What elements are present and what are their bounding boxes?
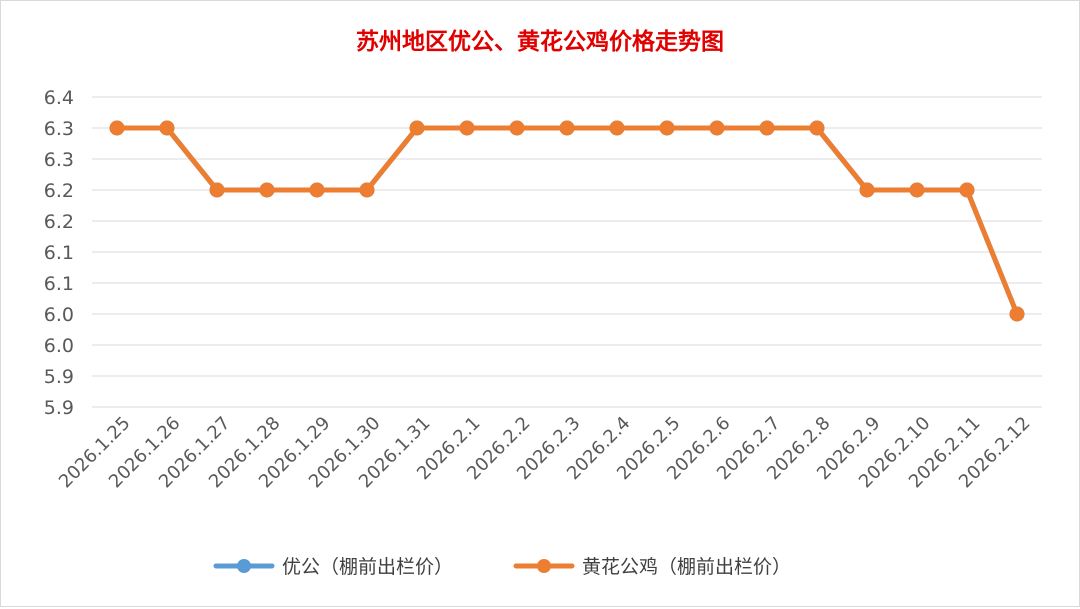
legend: 优公（棚前出栏价） 黄花公鸡（棚前出栏价） [213,556,791,578]
data-point [959,182,975,198]
legend-marker [537,559,551,573]
data-point [409,120,425,136]
data-point [709,120,725,136]
data-point [509,120,525,136]
y-tick-label: 6.2 [44,180,74,202]
series-2 [109,120,1025,322]
legend-item: 黄花公鸡（棚前出栏价） [513,556,791,578]
legend-marker [237,559,251,573]
legend-label: 黄花公鸡（棚前出栏价） [582,556,791,578]
data-point [1009,306,1025,322]
y-tick-label: 5.9 [44,366,74,388]
data-point [659,120,675,136]
data-point [259,182,275,198]
data-point [159,120,175,136]
data-point [559,120,575,136]
data-point [759,120,775,136]
data-point [909,182,925,198]
y-tick-label: 6.3 [44,118,74,140]
legend-label: 优公（棚前出栏价） [282,556,453,578]
series-layer [109,120,1025,322]
y-tick-label: 6.0 [44,335,74,357]
y-axis-ticks: 5.9 5.9 6.0 6.0 6.1 6.1 6.2 6.2 6.3 6.3 6.4 [44,87,74,419]
y-tick-label: 6.1 [44,273,74,295]
data-point [309,182,325,198]
y-tick-label: 5.9 [44,397,74,419]
data-point [809,120,825,136]
y-tick-label: 6.1 [44,242,74,264]
y-tick-label: 6.3 [44,149,74,171]
data-point [609,120,625,136]
gridlines [92,96,1042,408]
data-point [859,182,875,198]
legend-item: 优公（棚前出栏价） [213,556,453,578]
y-tick-label: 6.4 [44,87,74,109]
y-tick-label: 6.0 [44,304,74,326]
data-point [109,120,125,136]
data-point [459,120,475,136]
data-point [209,182,225,198]
chart-title: 苏州地区优公、黄花公鸡价格走势图 [356,28,724,55]
data-point [359,182,375,198]
y-tick-label: 6.2 [44,211,74,233]
